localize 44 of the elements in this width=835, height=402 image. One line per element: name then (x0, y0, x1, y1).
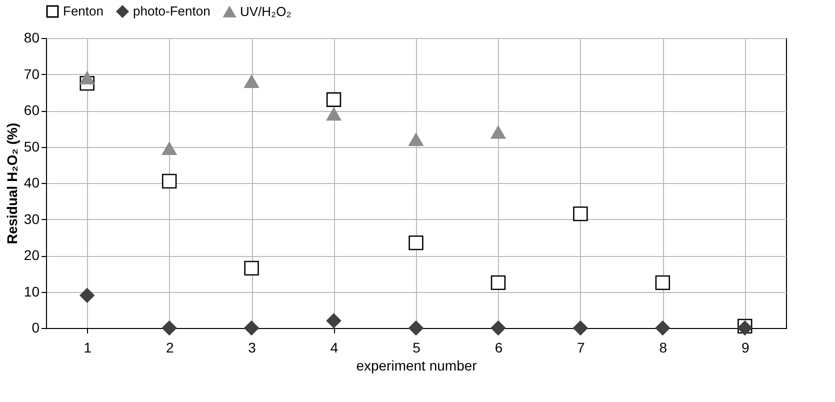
point (244, 260, 259, 276)
legend-label: photo-Fenton (133, 4, 210, 19)
point (162, 320, 177, 336)
y-tick-label: 60 (24, 102, 40, 118)
x-tick-label: 9 (741, 340, 750, 356)
point (573, 206, 588, 222)
x-axis-title: experiment number (356, 358, 478, 374)
y-tick-label: 50 (24, 138, 40, 154)
x-tick-label: 8 (659, 340, 668, 356)
point (490, 320, 506, 336)
point (80, 71, 94, 84)
x-tick-label: 7 (577, 340, 586, 356)
point (408, 133, 424, 146)
x-tick-label: 5 (412, 340, 421, 356)
y-tick-label: 70 (24, 66, 40, 82)
x-tick-label: 3 (248, 340, 256, 356)
y-tick-label: 10 (24, 283, 40, 300)
x-tick-label: 1 (84, 340, 92, 356)
point (326, 92, 342, 107)
y-tick-label: 0 (32, 320, 40, 336)
point (408, 235, 424, 250)
point (655, 275, 670, 290)
x-tick-label: 6 (494, 340, 503, 356)
point (408, 320, 424, 336)
y-tick-label: 30 (24, 210, 40, 227)
x-tick-label: 4 (330, 340, 338, 356)
point (326, 313, 342, 328)
point (573, 320, 588, 336)
point (326, 108, 342, 121)
point (80, 288, 94, 303)
y-tick-label: 40 (24, 174, 40, 190)
point (162, 142, 177, 156)
legend-label: UV/H₂O₂ (240, 4, 292, 19)
y-tick-label: 80 (24, 30, 40, 46)
legend-label: Fenton (63, 4, 104, 19)
point (490, 275, 506, 290)
point (162, 174, 177, 189)
point (655, 320, 670, 336)
y-axis-title: Residual H₂O₂ (%) (4, 122, 20, 244)
point (244, 320, 259, 336)
x-tick-label: 2 (166, 340, 174, 356)
point (490, 126, 506, 139)
y-tick-label: 20 (24, 247, 40, 263)
point (244, 75, 259, 88)
